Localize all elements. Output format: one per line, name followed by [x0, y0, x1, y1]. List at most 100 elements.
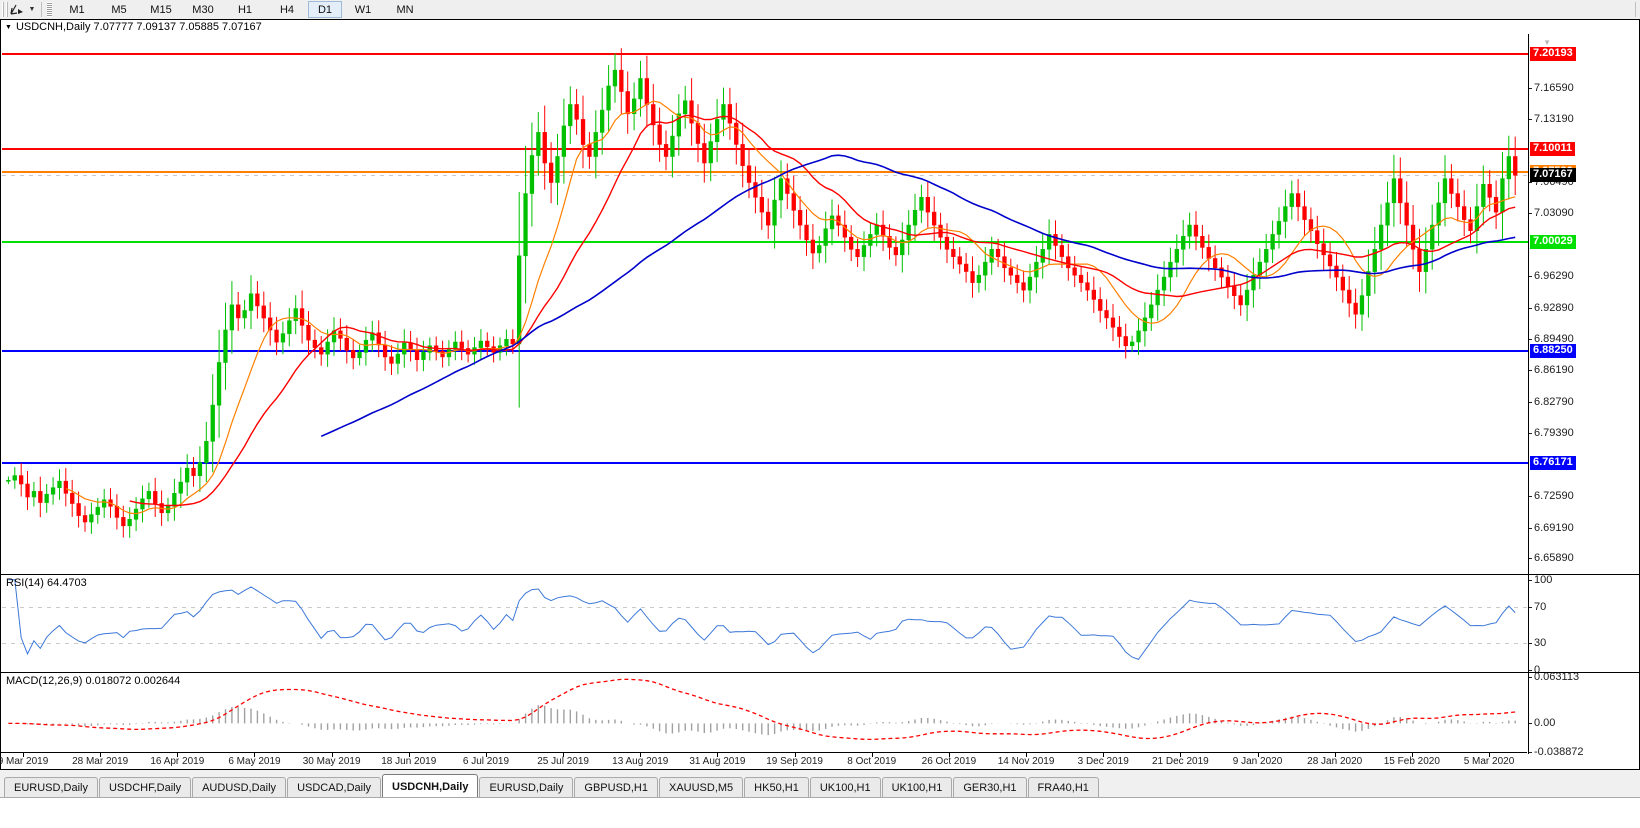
chart-tab-xauusd-m5[interactable]: XAUUSD,M5: [658, 777, 744, 798]
hline-support-700029[interactable]: [2, 240, 1528, 243]
date-label-10: 19 Sep 2019: [766, 756, 823, 767]
timeframe-h4[interactable]: H4: [279, 3, 295, 16]
crosshair-cursor-icon[interactable]: [8, 1, 26, 18]
triangle-down-icon[interactable]: ▼: [5, 23, 12, 31]
chart-tab-eurusd-daily[interactable]: EURUSD,Daily: [479, 777, 574, 798]
timeframe-m5[interactable]: M5: [111, 3, 127, 16]
date-tick-14: [1103, 753, 1105, 757]
macd-tick-1: 0.00: [1528, 717, 1556, 730]
hline-support-676171[interactable]: [2, 461, 1528, 464]
toolbar-end-separator: [1635, 2, 1636, 17]
price-tick-682790: 6.82790: [1529, 395, 1574, 408]
price-tick-669190: 6.69190: [1529, 521, 1574, 534]
date-axis[interactable]: 9 Mar 2019 28 Mar 2019 16 Apr 2019 6 May 20…: [0, 752, 1527, 769]
chart-tab-hk50-h1[interactable]: HK50,H1: [744, 777, 809, 798]
hline-resistance-720193[interactable]: [2, 53, 1528, 56]
date-label-19: 5 Mar 2020: [1463, 756, 1515, 767]
date-tick-18: [1411, 753, 1413, 757]
chevron-down-icon[interactable]: ▼: [28, 6, 36, 13]
rsi-tick-0: 0: [1528, 664, 1541, 676]
support-tag-green: 7.00029: [1530, 234, 1576, 249]
chart-tabbar: EURUSD,Daily USDCHF,Daily AUDUSD,Daily USDC…: [0, 770, 1640, 828]
price-pane[interactable]: 7.165907.131907.064907.030906.962906.928…: [1, 34, 1639, 574]
chart-tab-usdchf-daily[interactable]: USDCHF,Daily: [98, 777, 192, 798]
chart-header: ▼ USDCNH,Daily 7.07777 7.09137 7.05885 7…: [1, 20, 1531, 34]
date-label-7: 25 Jul 2019: [537, 756, 589, 767]
timeframe-w1[interactable]: W1: [354, 3, 372, 16]
hline-resistance-710011[interactable]: [2, 147, 1528, 150]
timeframe-group-grip[interactable]: [47, 2, 52, 17]
date-tick-19: [1489, 753, 1490, 757]
timeframe-h1[interactable]: H1: [237, 3, 253, 16]
timeframe-d1[interactable]: D1: [308, 1, 342, 18]
date-label-16: 9 Jan 2020: [1232, 756, 1283, 767]
macd-plot[interactable]: MACD(12,26,9) 0.018072 0.002644: [2, 673, 1528, 754]
rsi-label: RSI(14) 64.4703: [6, 577, 87, 589]
chart-tab-gbpusd-h1[interactable]: GBPUSD,H1: [574, 777, 658, 798]
macd-pane[interactable]: MACD(12,26,9) 0.018072 0.002644 0.063113…: [1, 671, 1640, 758]
date-label-5: 18 Jun 2019: [381, 756, 437, 767]
price-tick-696290: 6.96290: [1529, 270, 1574, 283]
macd-label: MACD(12,26,9) 0.018072 0.002644: [6, 675, 181, 687]
date-label-4: 30 May 2019: [302, 756, 361, 767]
timeframe-m30[interactable]: M30: [192, 3, 214, 16]
timeframe-mn[interactable]: MN: [396, 3, 414, 16]
timeframe-m15[interactable]: M15: [150, 3, 172, 16]
resistance-tag-1: 7.20193: [1530, 47, 1576, 62]
chart-tab-ger30-h1[interactable]: GER30,H1: [953, 777, 1027, 798]
date-label-9: 31 Aug 2019: [689, 756, 746, 767]
timeframe-toolbar: ▼ M1 M5 M15 M30 H1 H4 D1 W1 MN: [0, 0, 1640, 20]
chart-symbol-ohlc: USDCNH,Daily 7.07777 7.09137 7.05885 7.0…: [15, 21, 262, 33]
chart-tab-uk100-h1[interactable]: UK100,H1: [809, 777, 881, 798]
date-tick-9: [717, 753, 719, 757]
toolbar-separator: [41, 2, 42, 17]
price-axis[interactable]: 7.165907.131907.064907.030906.962906.928…: [1528, 34, 1640, 574]
price-tick-689490: 6.89490: [1529, 333, 1574, 346]
date-tick-0: [23, 753, 24, 757]
resistance-tag-2: 7.10011: [1530, 141, 1576, 156]
macd-series: [2, 673, 1528, 754]
date-tick-16: [1257, 753, 1259, 757]
chart-tab-eurusd-daily[interactable]: EURUSD,Daily: [4, 777, 98, 798]
price-tick-692890: 6.92890: [1529, 301, 1574, 314]
date-label-0: 9 Mar 2019: [0, 756, 49, 767]
chart-tab-audusd-daily[interactable]: AUDUSD,Daily: [192, 777, 287, 798]
date-label-18: 15 Feb 2020: [1383, 756, 1440, 767]
date-label-12: 26 Oct 2019: [921, 756, 977, 767]
date-tick-15: [1180, 753, 1182, 757]
macd-axis[interactable]: 0.063113 0.00 -0.038872: [1528, 671, 1640, 758]
subwindow-marker-icon: ▼: [1543, 38, 1551, 47]
macd-tick-2: -0.038872: [1529, 746, 1584, 758]
price-tick-716590: 7.16590: [1529, 81, 1574, 94]
price-plot[interactable]: [2, 34, 1528, 574]
price-tick-672590: 6.72590: [1529, 490, 1574, 503]
chart-area[interactable]: ▼ USDCNH,Daily 7.07777 7.09137 7.05885 7…: [0, 19, 1640, 770]
date-tick-2: [177, 753, 179, 757]
date-label-11: 8 Oct 2019: [847, 756, 897, 767]
price-tick-665890: 6.65890: [1529, 552, 1574, 565]
chart-tab-uk100-h1[interactable]: UK100,H1: [881, 777, 953, 798]
support-tag-blue-2: 6.76171: [1530, 455, 1576, 470]
candlestick-series: [2, 34, 1528, 574]
rsi-pane[interactable]: RSI(14) 64.4703 100 70 30 0: [1, 573, 1640, 676]
chart-tab-fra40-h1[interactable]: FRA40,H1: [1027, 777, 1099, 798]
macd-tick-0: 0.063113: [1528, 671, 1580, 683]
chart-tab-usdcad-daily[interactable]: USDCAD,Daily: [287, 777, 382, 798]
hline-pivot-707530[interactable]: [2, 170, 1528, 173]
rsi-tick-100: 100: [1528, 573, 1553, 586]
date-label-1: 28 Mar 2019: [72, 756, 129, 767]
chart-tab-usdcnh-daily[interactable]: USDCNH,Daily: [382, 774, 479, 798]
toolbar-grip[interactable]: [2, 2, 8, 17]
rsi-plot[interactable]: RSI(14) 64.4703: [2, 575, 1528, 672]
date-tick-17: [1334, 753, 1336, 757]
date-tick-11: [871, 753, 873, 757]
rsi-tick-70: 70: [1528, 600, 1547, 613]
timeframe-m1[interactable]: M1: [69, 3, 85, 16]
hline-support-688250[interactable]: [2, 349, 1528, 352]
date-label-17: 28 Jan 2020: [1307, 756, 1363, 767]
rsi-band-30: [2, 642, 1528, 644]
rsi-axis[interactable]: 100 70 30 0: [1528, 573, 1640, 676]
date-label-6: 6 Jul 2019: [462, 756, 510, 767]
date-tick-3: [254, 753, 256, 757]
